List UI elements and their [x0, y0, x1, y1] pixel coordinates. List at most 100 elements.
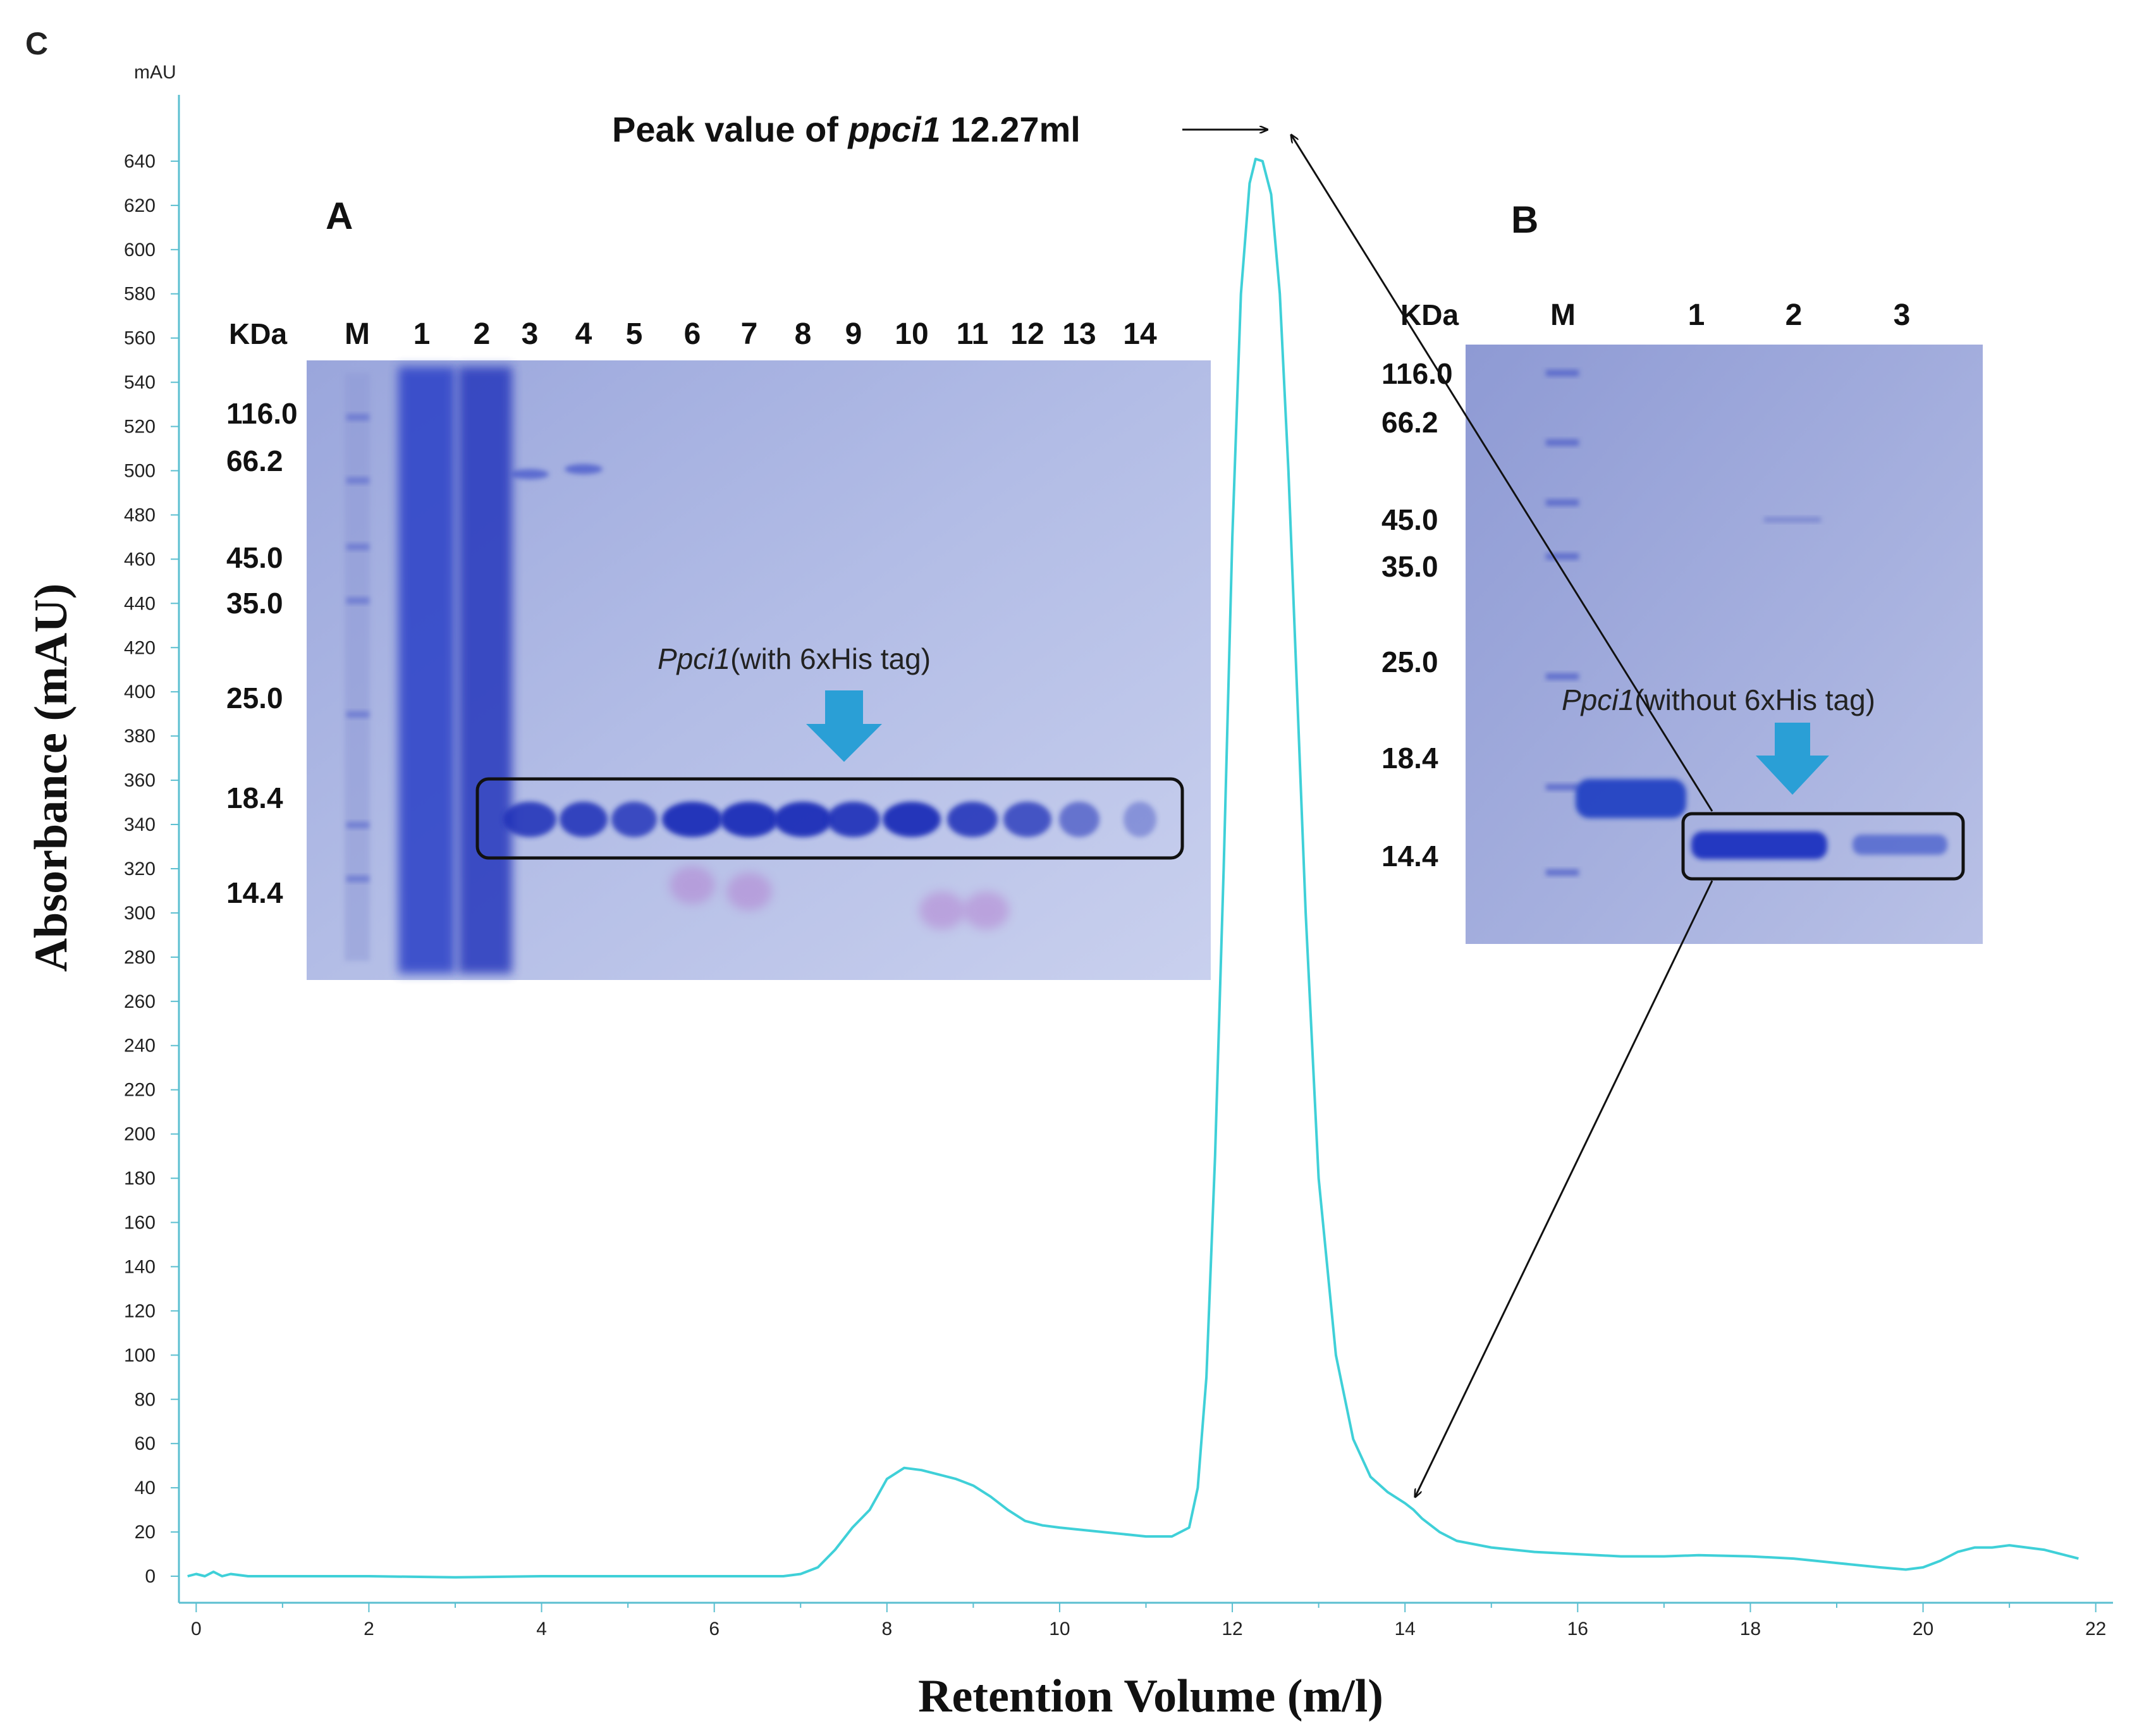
gel-b-lane-1-band [1576, 779, 1686, 818]
x-tick-label: 8 [881, 1619, 892, 1639]
y-tick-label: 540 [124, 372, 156, 393]
gel-a-target-band [662, 802, 723, 837]
gel-a-marker-label: 18.4 [226, 781, 283, 814]
y-tick-label: 480 [124, 505, 156, 525]
gel-a-target-band [1059, 802, 1099, 837]
x-tick-label: 22 [2085, 1619, 2106, 1639]
y-tick-label: 240 [124, 1036, 156, 1056]
gel-b-lane-labels: M 1 2 3 [1550, 298, 1910, 332]
gel-a-target-band [1124, 802, 1156, 837]
gel-a-marker-label: 116.0 [226, 397, 298, 430]
y-tick-label: 440 [124, 593, 156, 614]
gel-a-lane-1-smear [398, 367, 455, 974]
y-tick-label: 360 [124, 770, 156, 791]
gel-a-smear [964, 891, 1009, 929]
gel-b-marker-label: 35.0 [1381, 550, 1438, 583]
gel-a-marker-label: 66.2 [226, 444, 283, 477]
gel-a-lane-label: 10 [895, 317, 928, 351]
gel-a-faint-band [565, 464, 603, 474]
x-tick-label: 20 [1913, 1619, 1933, 1639]
x-tick-label: 12 [1222, 1619, 1242, 1639]
gel-a-band-label: Ppci1(with 6xHis tag) [658, 642, 931, 675]
gel-a-target-band [1003, 802, 1051, 837]
gel-a-target-band [503, 802, 556, 837]
y-tick-label: 580 [124, 284, 156, 305]
gel-b-ladder-band [1546, 784, 1579, 790]
gel-a-target-band [883, 802, 941, 837]
gel-b-unit: KDa [1400, 298, 1459, 331]
gel-a-lane-label: 14 [1123, 317, 1157, 351]
gel-a-lane-label: 4 [575, 317, 592, 351]
x-tick-label: 18 [1740, 1619, 1761, 1639]
gel-a-lane-labels: M 1 2 3 4 5 6 7 8 9 10 11 12 13 14 [345, 317, 1157, 351]
y-tick-label: 120 [124, 1301, 156, 1321]
peak-label: Peak value of ppci1 12.27ml [612, 109, 1081, 149]
x-tick-label: 2 [364, 1619, 374, 1639]
gel-b-label: B [1511, 199, 1538, 241]
gel-a-marker-label: 25.0 [226, 682, 283, 714]
y-tick-label: 320 [124, 859, 156, 879]
gel-b-marker-label: 18.4 [1381, 742, 1438, 775]
y-tick-label: 620 [124, 195, 156, 216]
y-tick-label: 500 [124, 461, 156, 482]
gel-b-marker-label: 116.0 [1381, 357, 1453, 390]
y-unit-label: mAU [134, 62, 176, 83]
gel-a-target-band [560, 802, 608, 837]
y-tick-label: 560 [124, 328, 156, 349]
gel-b-faint-band [1764, 517, 1821, 522]
gel-b-lane-label: 3 [1894, 298, 1911, 332]
y-tick-label: 220 [124, 1080, 156, 1101]
gel-b-marker-label: 14.4 [1381, 840, 1438, 873]
link-arrow-to-peak [1291, 135, 1713, 812]
gel-b: B KDa M 1 2 3 116.0 66.2 45.0 35.0 25.0 18.4 14.4… [1381, 199, 1983, 944]
x-tick-label: 10 [1049, 1619, 1070, 1639]
gel-a-lane-label: 7 [741, 317, 758, 351]
gel-a: A KDa M 1 2 3 4 5 6 7 8 9 10 11 12 13 14 116.066.245.0… [226, 195, 1211, 980]
gel-a-target-band [720, 802, 778, 837]
gel-b-ladder-band [1546, 673, 1579, 680]
y-tick-label: 100 [124, 1345, 156, 1366]
gel-b-lane-label: 1 [1688, 298, 1705, 332]
gel-b-lane-3-band [1853, 835, 1947, 855]
y-tick-label: 140 [124, 1256, 156, 1277]
gel-a-smear [670, 866, 715, 904]
gel-a-lane-label: 13 [1062, 317, 1096, 351]
gel-b-ladder-band [1546, 553, 1579, 560]
gel-a-marker-labels: 116.0 66.2 45.0 35.0 25.0 18.4 14.4 [226, 397, 298, 909]
gel-a-marker-label: 14.4 [226, 876, 283, 909]
y-tick-label: 180 [124, 1168, 156, 1189]
gel-a-marker-label: 35.0 [226, 587, 283, 620]
gel-b-lane-label: 2 [1785, 298, 1803, 332]
y-tick-label: 40 [135, 1478, 156, 1498]
y-ticks: 0 20 40 60 80 100 120 140 160 180 200 220 240 260 280 3… [124, 151, 179, 1587]
y-tick-label: 300 [124, 903, 156, 924]
gel-a-target-band [947, 802, 998, 837]
gel-b-marker-label: 66.2 [1381, 406, 1438, 439]
gel-a-label: A [326, 195, 353, 237]
y-tick-label: 200 [124, 1124, 156, 1145]
gel-a-target-band [827, 802, 880, 837]
gel-b-marker-label: 45.0 [1381, 503, 1438, 536]
gel-a-lane-label: 5 [626, 317, 643, 351]
gel-a-lane-label: 8 [795, 317, 812, 351]
gel-b-marker-label: 25.0 [1381, 646, 1438, 678]
gel-a-lane-2-smear [458, 367, 512, 974]
gel-b-lane-2-band [1691, 831, 1827, 859]
y-axis-title: Absorbance (mAU) [25, 584, 77, 972]
gel-a-ladder-band [346, 414, 369, 420]
gel-a-lane-label: 3 [522, 317, 539, 351]
gel-b-lane-label: M [1550, 298, 1576, 332]
gel-a-faint-band [511, 469, 549, 479]
gel-a-lane-label: 11 [957, 317, 989, 351]
chromatogram-trace [187, 157, 2079, 1579]
gel-a-unit: KDa [229, 317, 287, 350]
gel-a-ladder-band [346, 822, 369, 828]
x-tick-label: 4 [536, 1619, 547, 1639]
gel-a-lane-label: 9 [845, 317, 862, 351]
y-tick-label: 60 [135, 1433, 156, 1454]
gel-a-ladder-lane [345, 373, 370, 961]
gel-a-marker-label: 45.0 [226, 541, 283, 574]
y-tick-label: 260 [124, 991, 156, 1012]
gel-a-down-arrow [806, 690, 882, 762]
